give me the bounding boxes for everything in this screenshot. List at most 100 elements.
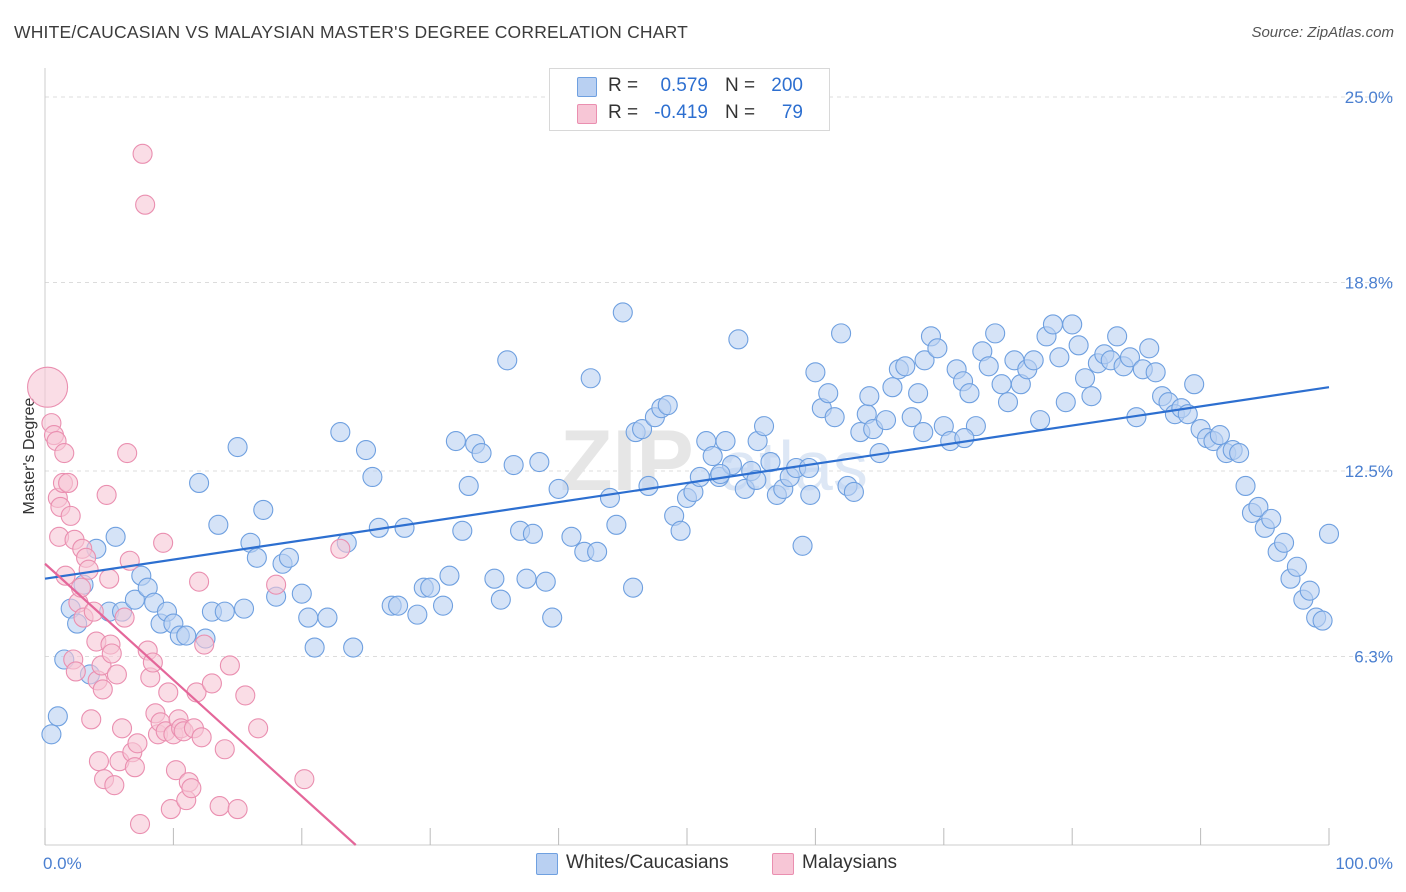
point-whites [746,469,767,491]
point-whites [432,595,454,616]
point-whites [599,487,621,508]
point-malaysians [160,799,181,820]
point-whites [792,535,813,556]
x-tick-label: 0.0% [43,854,82,873]
series-whites [41,302,1340,745]
point-whites [623,577,644,598]
point-whites [859,386,880,407]
point-malaysians [219,655,240,676]
point-whites [542,607,563,628]
point-whites [632,419,653,440]
legend-swatch-pink [577,104,597,124]
legend-r-label: R = [608,102,639,123]
point-whites [1318,523,1340,544]
point-whites [1119,347,1141,368]
legend-n-label: N = [725,102,756,123]
point-malaysians [209,796,230,817]
point-whites [1068,335,1089,356]
point-whites [452,520,473,541]
point-whites [471,442,492,464]
point-malaysians [129,814,151,835]
legend-n-value: 79 [781,102,803,123]
legend-swatch-blue [577,77,597,97]
point-malaysians [165,760,187,781]
point-whites [176,625,197,646]
point-malaysians [266,574,287,595]
point-malaysians [124,757,145,778]
point-whites [612,302,633,323]
point-malaysians [106,664,127,685]
point-whites [991,374,1012,395]
point-whites [1145,362,1166,383]
point-malaysians [158,682,179,703]
point-whites [1312,610,1333,631]
point-whites [728,329,749,350]
point-malaysians [189,571,210,592]
y-tick-label: 6.3% [1354,648,1393,667]
point-whites [959,383,980,404]
point-malaysians [101,643,122,664]
point-whites [1299,580,1320,601]
point-whites [901,407,922,428]
point-whites [484,568,505,589]
legend-r-value: 0.579 [660,75,708,96]
point-whites [458,475,479,497]
point-whites [1139,338,1160,359]
point-whites [702,445,723,467]
chart-title: WHITE/CAUCASIAN VS MALAYSIAN MASTER'S DE… [14,22,689,42]
point-malaysians [117,442,138,464]
point-whites [606,514,627,535]
legend-r-label: R = [608,75,639,96]
point-whites [47,706,68,727]
point-whites [253,499,274,520]
source-label: Source: ZipAtlas.com [1251,24,1394,41]
point-whites [657,395,678,416]
point-malaysians [194,634,215,655]
point-whites [317,607,338,628]
point-whites [535,571,556,592]
legend-row-malaysians: R = -0.419 N = 79 [550,100,829,126]
point-malaysians [58,472,79,494]
legend-n-value: 200 [771,75,803,96]
point-whites [818,383,839,404]
point-malaysians [214,739,235,760]
point-whites [913,422,934,443]
point-malaysians [104,775,125,796]
point-whites [490,589,511,610]
point-whites [503,454,524,476]
point-malaysians [248,718,269,739]
legend-row-whites: R = 0.579 N = 200 [550,73,829,99]
point-whites [41,724,62,745]
point-malaysians [235,685,256,706]
legend: R = 0.579 N = 200 R = -0.419 N = 79 [549,68,830,131]
point-malaysians [294,769,315,790]
legend-n-label: N = [725,75,756,96]
point-malaysians [114,607,135,628]
y-axis-title: Master's Degree [21,397,38,514]
point-whites [843,481,864,502]
point-whites [497,350,518,371]
point-whites [445,431,466,452]
point-malaysians [78,559,99,580]
point-malaysians [83,601,104,622]
bottom-legend-swatch-blue [536,853,558,875]
point-whites [580,368,601,389]
point-whites [882,377,903,398]
point-whites [710,463,731,485]
point-whites [638,475,659,497]
point-whites [875,410,897,431]
point-malaysians [54,442,75,464]
trend-line-malaysians [44,562,357,846]
x-tick-label: 100.0% [1335,854,1393,873]
point-whites [805,362,826,383]
point-whites [954,428,975,449]
point-malaysians [111,718,133,739]
point-whites [1081,386,1102,407]
point-whites [278,547,300,568]
point-whites [1030,410,1051,431]
point-whites [1042,314,1063,335]
point-whites [407,604,428,625]
point-whites [985,323,1006,344]
point-whites [800,484,821,505]
